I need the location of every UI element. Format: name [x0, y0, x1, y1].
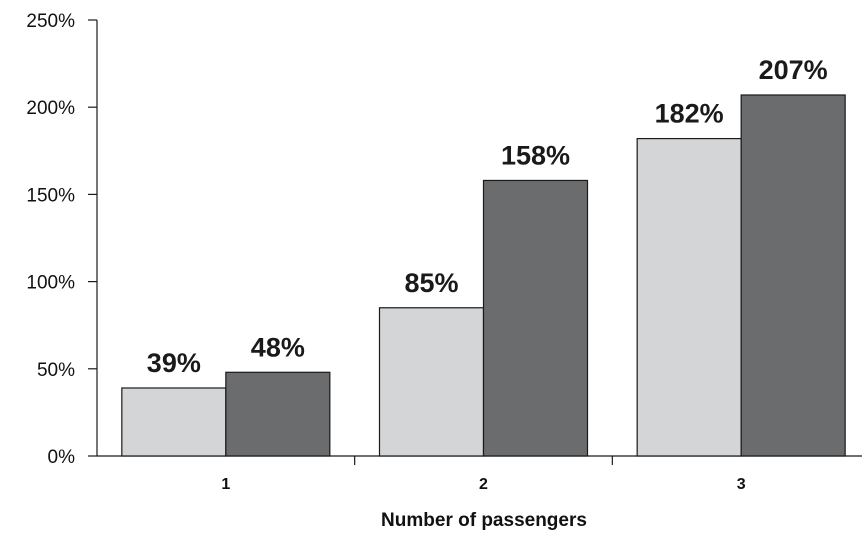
y-tick-label: 0%: [48, 447, 76, 468]
bar: [121, 387, 227, 457]
data-label: 207%: [759, 55, 828, 85]
bars: [121, 94, 846, 457]
y-tick-label: 150%: [26, 185, 75, 206]
data-label: 48%: [251, 332, 305, 362]
data-label: 158%: [501, 140, 570, 170]
data-label: 182%: [655, 99, 724, 129]
x-tick-label: 3: [737, 476, 746, 493]
x-axis: 1 2 3: [97, 455, 862, 493]
y-tick-label: 100%: [26, 273, 75, 294]
data-label: 39%: [147, 348, 201, 378]
bar: [378, 307, 485, 457]
data-labels: 39% 48% 85% 158% 182% 207%: [147, 55, 828, 378]
y-tick-label: 250%: [26, 11, 75, 32]
x-tick-label: 2: [479, 476, 488, 493]
y-tick-label: 200%: [26, 98, 75, 119]
bar: [225, 371, 331, 457]
x-tick-label: 1: [221, 476, 230, 493]
bar: [740, 94, 846, 457]
bar: [482, 179, 589, 457]
x-axis-title: Number of passengers: [381, 510, 587, 531]
data-label: 85%: [404, 268, 458, 298]
y-axis: 0% 50% 100% 150% 200% 250%: [26, 11, 98, 468]
y-tick-label: 50%: [37, 360, 75, 381]
bar: [636, 137, 742, 457]
